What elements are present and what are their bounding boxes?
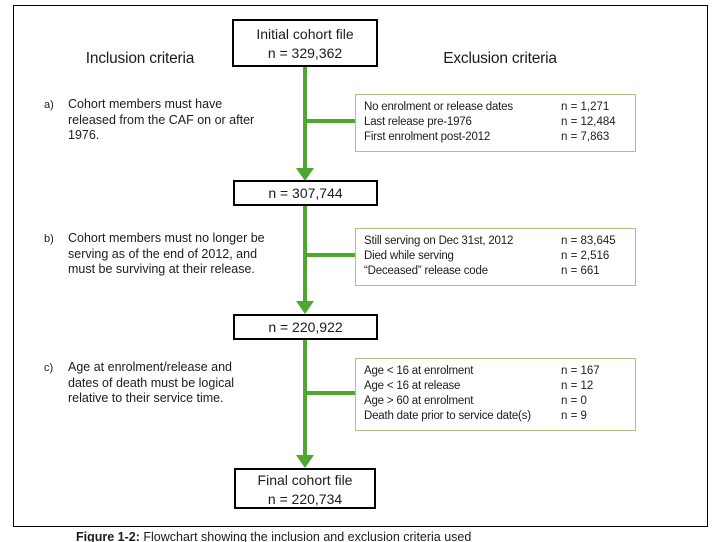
branch-line-3 xyxy=(303,391,356,395)
exclusion-count: n = 12,484 xyxy=(561,116,616,128)
cohort-n2-box: n = 220,922 xyxy=(233,314,378,340)
exclusion-row: First enrolment post-2012 n = 7,863 xyxy=(364,130,627,145)
exclusion-count: n = 7,863 xyxy=(561,131,610,143)
inclusion-item-b: b) Cohort members must no longer be serv… xyxy=(44,231,265,278)
exclusion-box-2: Still serving on Dec 31st, 2012 n = 83,6… xyxy=(355,228,636,286)
final-cohort-title: Final cohort file xyxy=(257,472,353,488)
item-marker: b) xyxy=(44,233,54,245)
final-cohort-n: n = 220,734 xyxy=(267,491,343,507)
exclusion-label: Death date prior to service date(s) xyxy=(364,410,531,422)
exclusion-count: n = 1,271 xyxy=(561,101,610,113)
exclusion-label: “Deceased” release code xyxy=(364,265,488,277)
item-marker: a) xyxy=(44,99,54,111)
exclusion-count: n = 9 xyxy=(561,410,587,422)
exclusion-criteria-header: Exclusion criteria xyxy=(443,50,557,67)
item-marker: c) xyxy=(44,362,54,374)
item-text: Cohort members must no longer be serving… xyxy=(68,231,265,276)
exclusion-row: Died while serving n = 2,516 xyxy=(364,249,627,264)
initial-cohort-title: Initial cohort file xyxy=(256,26,354,42)
figure-caption-text: Flowchart showing the inclusion and excl… xyxy=(143,530,472,542)
exclusion-row: No enrolment or release dates n = 1,271 xyxy=(364,100,627,115)
exclusion-count: n = 0 xyxy=(561,395,587,407)
branch-line-2 xyxy=(303,253,356,257)
exclusion-count: n = 12 xyxy=(561,380,594,392)
figure-caption: Figure 1-2: Flowchart showing the inclus… xyxy=(76,530,471,542)
exclusion-label: First enrolment post-2012 xyxy=(364,131,491,143)
exclusion-row: Age > 60 at enrolment n = 0 xyxy=(364,394,627,409)
exclusion-row: Age < 16 at enrolment n = 167 xyxy=(364,364,627,379)
item-text: Cohort members must have released from t… xyxy=(68,97,255,142)
arrow-down-icon xyxy=(296,455,314,468)
exclusion-box-3: Age < 16 at enrolment n = 167 Age < 16 a… xyxy=(355,358,636,431)
initial-cohort-box: Initial cohort file n = 329,362 xyxy=(232,19,378,67)
exclusion-count: n = 661 xyxy=(561,265,600,277)
exclusion-label: Last release pre-1976 xyxy=(364,116,472,128)
exclusion-row: “Deceased” release code n = 661 xyxy=(364,264,627,279)
final-cohort-box: Final cohort file n = 220,734 xyxy=(234,468,376,509)
exclusion-label: Still serving on Dec 31st, 2012 xyxy=(364,235,514,247)
figure-caption-label: Figure 1-2: xyxy=(76,530,140,542)
figure-outer-border xyxy=(13,5,708,527)
exclusion-label: Age < 16 at release xyxy=(364,380,461,392)
exclusion-label: No enrolment or release dates xyxy=(364,101,513,113)
inclusion-criteria-header: Inclusion criteria xyxy=(85,50,195,67)
exclusion-box-1: No enrolment or release dates n = 1,271 … xyxy=(355,94,636,152)
arrow-down-icon xyxy=(296,301,314,314)
exclusion-row: Death date prior to service date(s) n = … xyxy=(364,409,627,424)
exclusion-label: Age > 60 at enrolment xyxy=(364,395,474,407)
exclusion-count: n = 83,645 xyxy=(561,235,616,247)
exclusion-row: Age < 16 at release n = 12 xyxy=(364,379,627,394)
cohort-n1-box: n = 307,744 xyxy=(233,180,378,206)
branch-line-1 xyxy=(303,119,356,123)
inclusion-item-c: c) Age at enrolment/release and dates of… xyxy=(44,360,265,407)
exclusion-row: Still serving on Dec 31st, 2012 n = 83,6… xyxy=(364,234,627,249)
exclusion-count: n = 2,516 xyxy=(561,250,610,262)
flow-line-3 xyxy=(303,340,307,456)
inclusion-item-a: a) Cohort members must have released fro… xyxy=(44,97,265,144)
exclusion-count: n = 167 xyxy=(561,365,600,377)
arrow-down-icon xyxy=(296,168,314,181)
flow-line-1 xyxy=(303,67,307,168)
exclusion-row: Last release pre-1976 n = 12,484 xyxy=(364,115,627,130)
initial-cohort-n: n = 329,362 xyxy=(267,45,343,61)
exclusion-label: Died while serving xyxy=(364,250,454,262)
item-text: Age at enrolment/release and dates of de… xyxy=(68,360,235,405)
exclusion-label: Age < 16 at enrolment xyxy=(364,365,474,377)
